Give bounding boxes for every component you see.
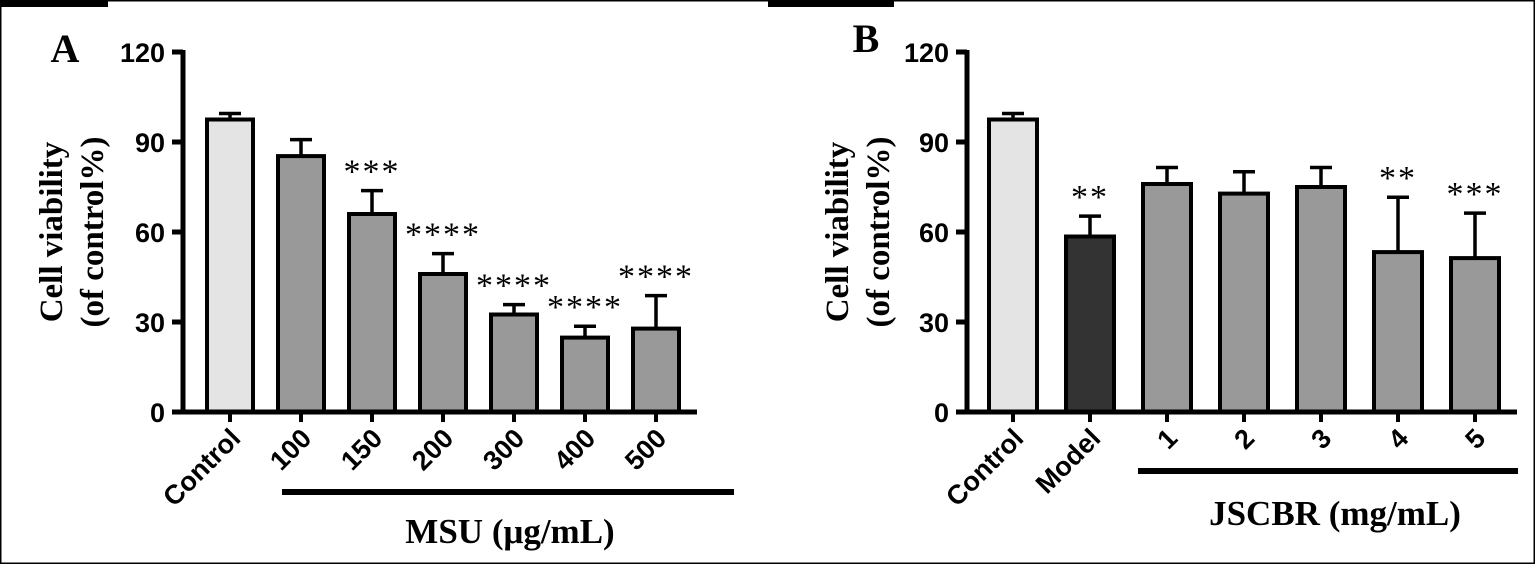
bar [1449, 256, 1501, 414]
bar [1372, 250, 1424, 414]
y-tick-label: 120 [904, 38, 949, 68]
significance-label: **** [547, 289, 623, 326]
panel-b: B Cell viability (of control%) 0 30 60 90 12… [820, 16, 1518, 533]
significance-label: **** [476, 268, 552, 305]
y-tick-label: 30 [135, 308, 165, 338]
bars: ******************* [181, 111, 697, 422]
y-tick-label: 120 [120, 38, 165, 68]
top-border-accent-left [0, 0, 108, 7]
y-axis-title-line1: Cell viability [34, 141, 70, 322]
panel-label: A [51, 26, 80, 71]
y-tick-label: 90 [135, 128, 165, 158]
bar [1218, 191, 1270, 414]
significance-label: **** [618, 259, 694, 296]
y-axis-ticks: 0 30 60 90 120 [120, 38, 186, 428]
y-axis-title-line2: (of control%) [861, 137, 897, 328]
bars: **** *** [965, 111, 1517, 422]
y-tick-label: 30 [919, 308, 949, 338]
y-axis-title-line2: (of control%) [75, 137, 111, 328]
bar [489, 312, 539, 414]
y-tick-label: 0 [150, 398, 165, 428]
significance-label: ** [1379, 160, 1417, 197]
group-label: MSU (μg/mL) [405, 512, 614, 551]
y-tick-label: 90 [919, 128, 949, 158]
bar [1064, 234, 1116, 414]
bar [560, 335, 610, 415]
top-border-accent-right [768, 0, 894, 7]
bar [276, 154, 326, 414]
y-axis-title: Cell viability (of control%) [820, 137, 897, 328]
y-axis-title: Cell viability (of control%) [34, 137, 111, 328]
y-tick-label: 60 [919, 218, 949, 248]
bar [418, 272, 468, 414]
y-tick-label: 0 [934, 398, 949, 428]
bar [631, 326, 681, 415]
bar [987, 117, 1039, 414]
bar [205, 117, 255, 414]
significance-label: **** [405, 217, 481, 254]
bar [347, 212, 397, 414]
group-label: JSCBR (mg/mL) [1209, 494, 1461, 533]
bar [1295, 185, 1347, 414]
panel-label: B [853, 16, 880, 61]
y-axis-ticks: 0 30 60 90 120 [904, 38, 970, 428]
y-tick-label: 60 [135, 218, 165, 248]
significance-label: *** [344, 154, 401, 191]
y-axis-title-line1: Cell viability [820, 141, 856, 322]
significance-label: *** [1447, 176, 1504, 213]
bar [1141, 182, 1193, 414]
significance-label: ** [1071, 179, 1109, 216]
